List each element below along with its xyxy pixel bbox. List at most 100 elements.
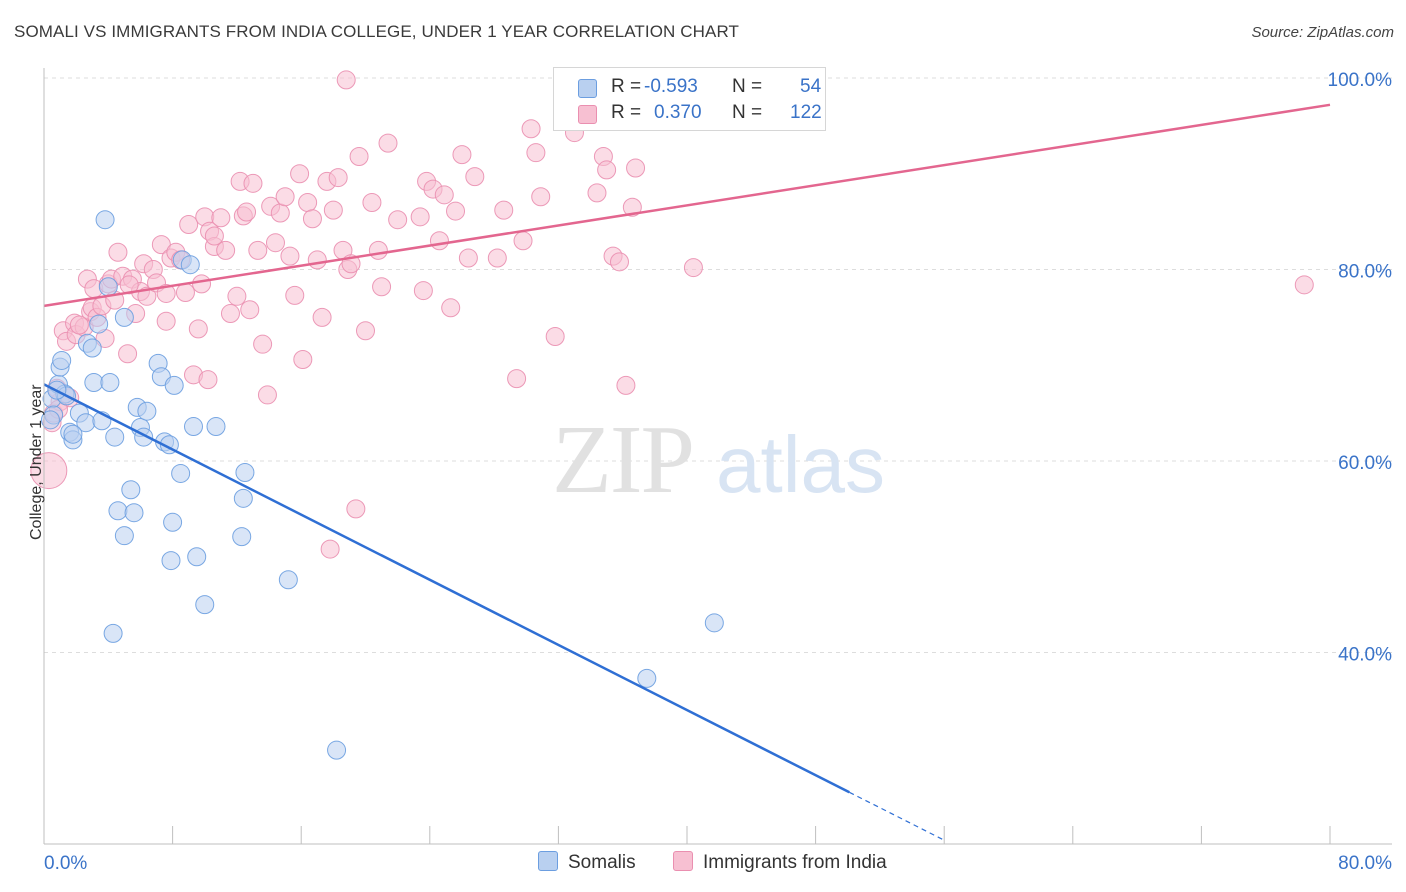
india-point bbox=[410, 207, 430, 227]
somalis-point bbox=[63, 424, 83, 444]
india-point bbox=[220, 304, 240, 324]
india-point bbox=[434, 185, 454, 205]
somalis-point bbox=[704, 613, 724, 633]
india-point bbox=[275, 187, 295, 207]
somalis-point bbox=[52, 350, 72, 370]
somalis-point bbox=[108, 501, 128, 521]
legend-r-label: R = bbox=[611, 102, 642, 123]
india-point bbox=[298, 192, 318, 212]
india-point bbox=[328, 168, 348, 188]
india-point bbox=[349, 147, 369, 167]
somalis-point bbox=[161, 551, 181, 571]
india-point bbox=[616, 375, 636, 395]
india-point bbox=[609, 252, 629, 272]
india-point bbox=[587, 183, 607, 203]
india-point bbox=[248, 240, 268, 260]
somalis-point bbox=[232, 527, 252, 547]
legend-r-value: 0.370 bbox=[654, 102, 702, 123]
x-tick-label-right: 80.0% bbox=[1338, 853, 1392, 874]
india-point bbox=[622, 197, 642, 217]
source-credit: Source: ZipAtlas.com bbox=[1251, 24, 1394, 41]
india-point bbox=[188, 319, 208, 339]
india-point bbox=[204, 226, 224, 246]
india-point bbox=[494, 200, 514, 220]
india-point bbox=[30, 452, 68, 490]
y-tick-label: 60.0% bbox=[1338, 453, 1392, 474]
india-point bbox=[265, 233, 285, 253]
legend-n-label: N = bbox=[732, 102, 763, 123]
india-point bbox=[237, 202, 257, 222]
india-point bbox=[192, 274, 212, 294]
somalis-trend-line bbox=[43, 383, 850, 794]
correlation-legend: R = -0.593 N = 54 R = 0.370 N = 122 bbox=[553, 67, 826, 131]
bottom-legend-somalis: Somalis bbox=[538, 851, 636, 874]
watermark-atlas: atlas bbox=[716, 420, 885, 509]
india-point bbox=[458, 248, 478, 268]
legend-r-value: -0.593 bbox=[644, 76, 698, 97]
somalis-point bbox=[195, 595, 215, 615]
india-point bbox=[465, 167, 485, 187]
y-tick-label: 80.0% bbox=[1338, 262, 1392, 283]
legend-n-label: N = bbox=[732, 76, 763, 97]
watermark-zip: ZIP bbox=[552, 406, 693, 514]
india-point bbox=[513, 231, 533, 251]
y-axis-label: College, Under 1 year bbox=[28, 384, 45, 540]
somalis-point bbox=[183, 417, 203, 437]
india-point bbox=[526, 143, 546, 163]
india-point bbox=[280, 246, 300, 266]
somalis-point bbox=[82, 338, 102, 358]
india-point bbox=[545, 327, 565, 347]
somalis-point bbox=[40, 410, 60, 430]
india-point bbox=[413, 281, 433, 301]
india-point bbox=[320, 539, 340, 559]
somalis-point bbox=[180, 255, 200, 275]
india-point bbox=[179, 214, 199, 234]
somalis-point bbox=[278, 570, 298, 590]
india-point bbox=[362, 192, 382, 212]
india-point bbox=[243, 173, 263, 193]
somalis-point bbox=[114, 307, 134, 327]
somalis-point bbox=[95, 210, 115, 230]
india-point bbox=[597, 160, 617, 180]
bottom-legend-label-india: Immigrants from India bbox=[703, 852, 887, 873]
somalis-point bbox=[327, 740, 347, 760]
somalis-point bbox=[637, 668, 657, 688]
somalis-point bbox=[84, 372, 104, 392]
somalis-point bbox=[137, 401, 157, 421]
somalis-point bbox=[206, 417, 226, 437]
india-point bbox=[108, 242, 128, 262]
india-point bbox=[257, 385, 277, 405]
y-tick-label: 100.0% bbox=[1328, 70, 1393, 91]
india-point bbox=[240, 300, 260, 320]
india-point bbox=[312, 307, 332, 327]
india-point bbox=[336, 70, 356, 90]
legend-n-value: 54 bbox=[800, 76, 822, 97]
somalis-point bbox=[121, 480, 141, 500]
india-point bbox=[487, 248, 507, 268]
india-point bbox=[356, 321, 375, 341]
india-point bbox=[531, 187, 551, 207]
legend-n-value: 122 bbox=[790, 102, 822, 123]
india-point bbox=[372, 277, 392, 297]
india-point bbox=[285, 285, 305, 305]
india-point bbox=[137, 286, 157, 306]
y-tick-label: 40.0% bbox=[1338, 645, 1392, 666]
legend-swatch-somalis bbox=[578, 79, 597, 98]
india-point bbox=[293, 350, 313, 370]
india-point bbox=[69, 315, 89, 335]
somalis-point bbox=[187, 547, 207, 567]
somalis-trend-extension bbox=[849, 791, 945, 841]
india-point bbox=[290, 164, 310, 184]
india-point bbox=[302, 209, 322, 229]
somalis-point bbox=[100, 372, 120, 392]
india-trend-line bbox=[43, 103, 1331, 308]
somalis-point bbox=[114, 526, 134, 546]
india-point bbox=[429, 231, 449, 251]
india-point bbox=[521, 119, 541, 139]
india-point bbox=[323, 200, 343, 220]
somalis-point bbox=[164, 375, 184, 395]
somalis-point bbox=[105, 427, 125, 447]
india-point bbox=[156, 311, 176, 331]
chart-title: SOMALI VS IMMIGRANTS FROM INDIA COLLEGE,… bbox=[14, 22, 740, 41]
